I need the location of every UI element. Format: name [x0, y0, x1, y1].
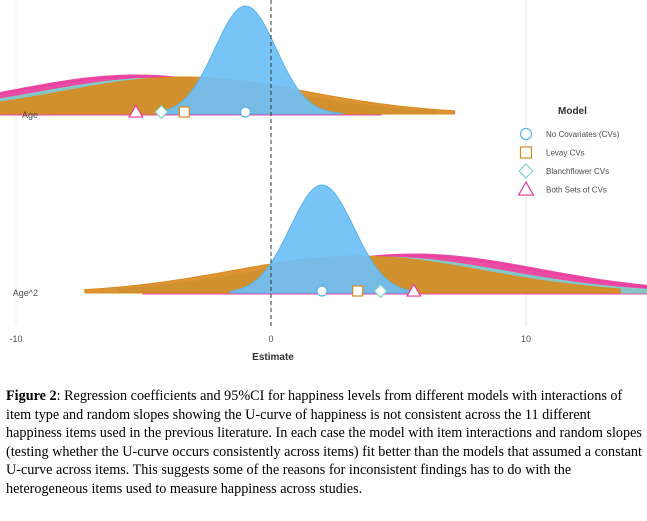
density-curves: [0, 5, 647, 295]
legend-label-no_covariates: No Covariates (CVs): [546, 130, 620, 139]
x-tick-label: -10: [9, 334, 22, 344]
density-no_covariates-age: [160, 5, 343, 115]
y-tick-label: Age^2: [13, 288, 38, 298]
legend-title: Model: [558, 106, 587, 117]
estimate-marker-blanchflower-age-squared: [373, 283, 388, 299]
legend-key-blanchflower: [518, 163, 534, 179]
figure: Age Age^2 -10 0 10 Estimate Model No Covari…: [0, 0, 647, 363]
x-axis-title: Estimate: [252, 352, 294, 363]
y-tick-label: Age: [22, 110, 38, 120]
estimate-marker-both-age-squared: [406, 283, 422, 297]
estimate-marker-both-age: [128, 104, 144, 118]
figure-caption: Figure 2: Regression coefficients and 95…: [6, 387, 642, 498]
figure-label: Figure 2: [6, 388, 57, 404]
legend-key-levay: [519, 146, 533, 159]
estimate-marker-blanchflower-age: [154, 104, 169, 120]
density-no_covariates-age-squared: [229, 184, 412, 294]
legend-label-both: Both Sets of CVs: [546, 186, 607, 195]
estimate-marker-no_covariates-age-squared: [316, 285, 328, 297]
x-tick-label: 0: [268, 334, 273, 344]
estimate-marker-no_covariates-age: [239, 106, 252, 118]
x-axis-ticks: -10 0 10: [9, 334, 531, 344]
ridge-plot: Age Age^2 -10 0 10 Estimate Model No Covari…: [0, 0, 647, 363]
legend: Model No Covariates (CVs) Levay CVs Blanch…: [517, 106, 620, 196]
legend-key-no_covariates: [519, 127, 533, 141]
legend-key-both: [517, 180, 535, 196]
estimate-marker-levay-age-squared: [352, 285, 364, 297]
figure-caption-text: : Regression coefficients and 95%CI for …: [6, 388, 642, 497]
x-tick-label: 10: [521, 334, 531, 344]
legend-label-blanchflower: Blanchflower CVs: [546, 167, 609, 176]
estimate-marker-levay-age: [178, 106, 190, 118]
legend-label-levay: Levay CVs: [546, 149, 585, 158]
point-estimates: [128, 104, 422, 299]
y-axis-labels: Age Age^2: [13, 110, 38, 298]
